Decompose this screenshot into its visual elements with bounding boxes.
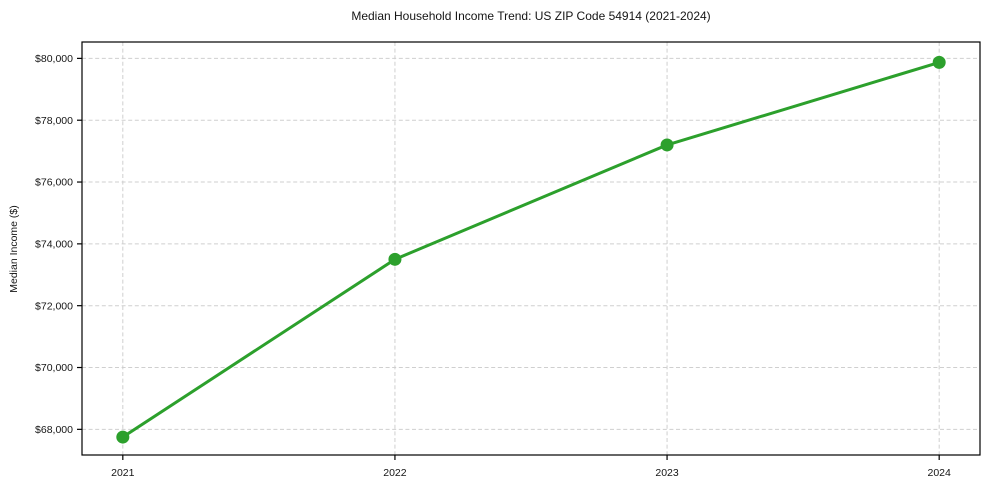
data-point-marker [388, 252, 402, 266]
y-tick-label: $74,000 [35, 239, 73, 251]
y-tick-label: $70,000 [35, 362, 73, 374]
x-tick-label: 2021 [111, 467, 135, 479]
y-tick-label: $68,000 [35, 424, 73, 436]
y-tick-label: $72,000 [35, 300, 73, 312]
data-point-marker [660, 138, 674, 152]
data-point-marker [116, 430, 130, 444]
data-point-marker [932, 55, 946, 69]
plot-border [81, 41, 981, 456]
trend-line [121, 60, 941, 439]
y-tick-label: $78,000 [35, 115, 73, 127]
x-tick-label: 2024 [928, 467, 952, 479]
x-tick-label: 2022 [383, 467, 407, 479]
y-tick-label: $80,000 [35, 53, 73, 65]
chart-title: Median Household Income Trend: US ZIP Co… [351, 9, 711, 23]
y-tick-label: $76,000 [35, 177, 73, 189]
x-tick-label: 2023 [655, 467, 679, 479]
